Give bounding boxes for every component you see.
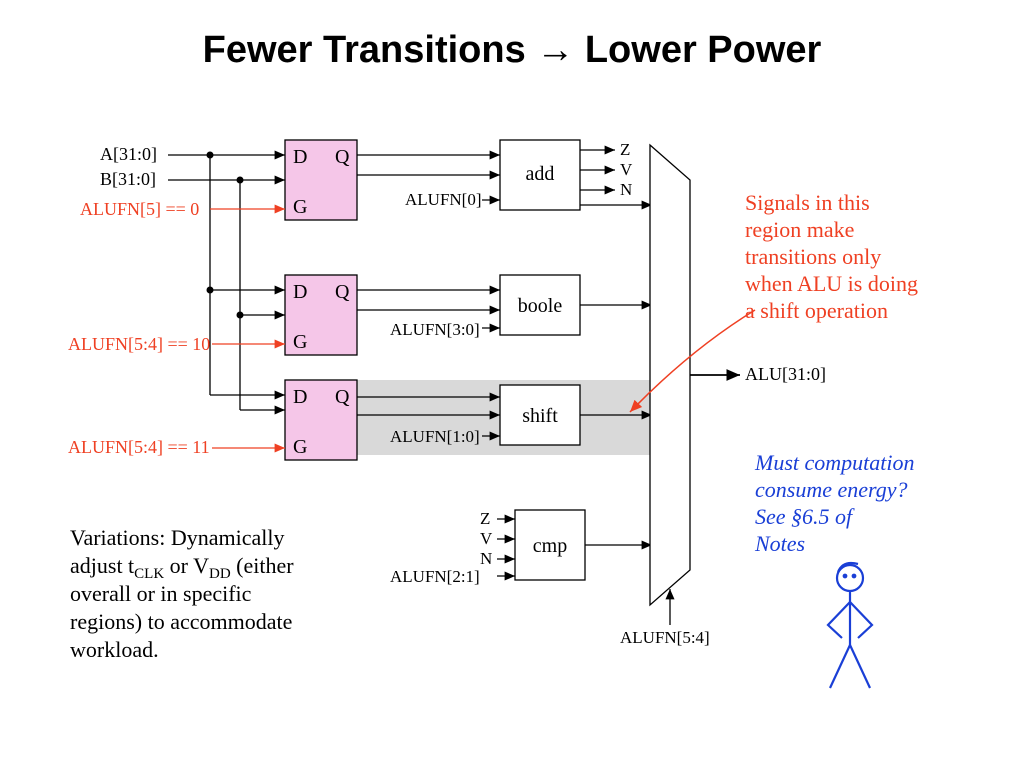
block-cmp: cmp Z V N ALUFN[2:1] [390, 509, 652, 586]
svg-text:a shift operation: a shift operation [745, 298, 888, 323]
svg-text:Q: Q [335, 146, 350, 168]
svg-text:workload.: workload. [70, 637, 159, 662]
block-add: add ALUFN[0] Z V N [357, 140, 652, 210]
svg-text:boole: boole [518, 295, 563, 317]
svg-text:Signals in this: Signals in this [745, 190, 870, 215]
input-b-label: B[31:0] [100, 169, 156, 189]
svg-text:D: D [293, 146, 307, 168]
mux-sel: ALUFN[5:4] [620, 628, 710, 647]
svg-text:cmp: cmp [533, 535, 567, 557]
svg-text:ALUFN[0]: ALUFN[0] [405, 190, 482, 209]
svg-text:N: N [620, 180, 632, 199]
svg-text:ALUFN[3:0]: ALUFN[3:0] [390, 320, 480, 339]
svg-text:adjust tCLK or VDD (either: adjust tCLK or VDD (either [70, 553, 294, 582]
svg-text:consume energy?: consume energy? [755, 477, 908, 502]
svg-text:shift: shift [522, 405, 558, 427]
variations-text: Variations: Dynamically adjust tCLK or V… [70, 525, 294, 662]
svg-text:Must computation: Must computation [754, 450, 915, 475]
svg-text:overall or in specific: overall or in specific [70, 581, 252, 606]
latch-3: D Q G ALUFN[5:4] == 11 [68, 380, 357, 460]
svg-text:when ALU is doing: when ALU is doing [745, 271, 918, 296]
blue-note: Must computation consume energy? See §6.… [754, 450, 915, 556]
svg-text:G: G [293, 436, 307, 458]
latch3-cond: ALUFN[5:4] == 11 [68, 437, 210, 457]
svg-text:V: V [620, 160, 633, 179]
svg-text:add: add [526, 163, 555, 185]
svg-text:V: V [480, 529, 493, 548]
svg-text:transitions only: transitions only [745, 244, 881, 269]
svg-text:N: N [480, 549, 492, 568]
svg-text:ALUFN[2:1]: ALUFN[2:1] [390, 567, 480, 586]
svg-text:region make: region make [745, 217, 854, 242]
svg-text:Notes: Notes [754, 531, 805, 556]
page-title: Fewer Transitions → Lower Power [203, 29, 822, 71]
svg-text:Q: Q [335, 281, 350, 303]
stick-figure-icon [828, 563, 872, 688]
diagram-canvas: Fewer Transitions → Lower Power A[31:0] … [0, 0, 1024, 768]
svg-text:G: G [293, 196, 307, 218]
svg-text:Q: Q [335, 386, 350, 408]
svg-text:D: D [293, 386, 307, 408]
annotation: Signals in this region make transitions … [745, 190, 918, 323]
latch1-cond: ALUFN[5] == 0 [80, 199, 199, 219]
svg-text:regions) to accommodate: regions) to accommodate [70, 609, 292, 634]
svg-text:D: D [293, 281, 307, 303]
svg-text:Z: Z [620, 140, 630, 159]
input-a-label: A[31:0] [100, 144, 157, 164]
svg-text:Z: Z [480, 509, 490, 528]
mux-out: ALU[31:0] [745, 364, 826, 384]
svg-text:See §6.5 of: See §6.5 of [755, 504, 855, 529]
latch-2: D Q G ALUFN[5:4] == 10 [68, 275, 357, 355]
block-boole: boole ALUFN[3:0] [357, 275, 652, 339]
svg-text:ALUFN[1:0]: ALUFN[1:0] [390, 427, 480, 446]
svg-text:Variations: Dynamically: Variations: Dynamically [70, 525, 284, 550]
svg-text:G: G [293, 331, 307, 353]
latch2-cond: ALUFN[5:4] == 10 [68, 334, 210, 354]
